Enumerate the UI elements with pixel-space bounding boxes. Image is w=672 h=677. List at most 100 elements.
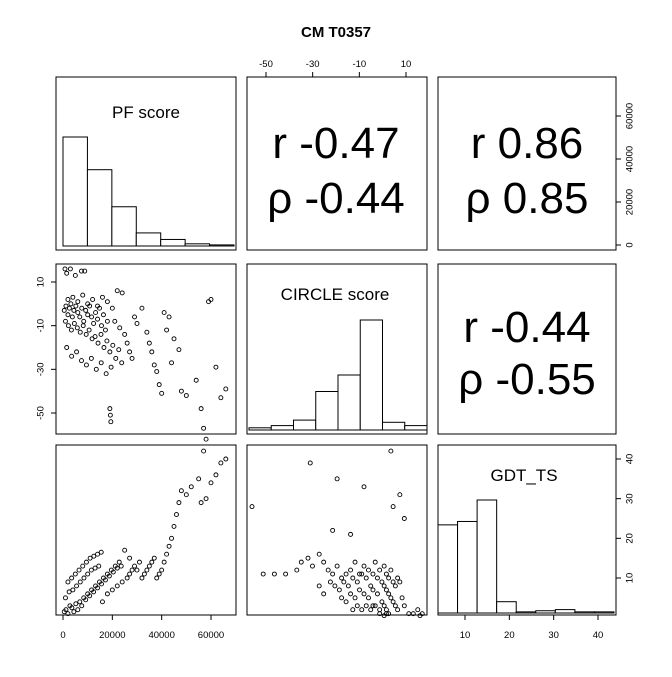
scatter-point-pf-circle <box>218 395 224 401</box>
scatter-point-pf-circle <box>169 360 174 366</box>
scatter-point-pf-circle <box>83 307 89 313</box>
scatter-point-pf-circle <box>74 349 80 355</box>
scatter-point-pf-circle <box>65 312 71 318</box>
scatter-point-pf-gdt <box>83 559 89 565</box>
scatter-point-pf-gdt <box>114 565 120 571</box>
scatter-point-circle-gdt <box>379 579 385 585</box>
tick-label-right-gdt: 20 <box>625 533 636 544</box>
scatter-point-pf-circle <box>61 307 67 313</box>
scatter-point-pf-circle <box>201 425 207 431</box>
scatter-point-pf-gdt <box>198 500 204 506</box>
correlation-r-circle-gdt: r -0.44 <box>463 303 590 352</box>
scatter-point-pf-circle <box>113 355 119 361</box>
scatter-point-pf-circle <box>71 321 77 326</box>
scatter-point-pf-gdt <box>127 555 133 561</box>
scatter-point-pf-circle <box>63 318 68 324</box>
scatter-point-circle-gdt <box>366 595 371 601</box>
scatter-point-pf-circle <box>75 310 81 316</box>
chart-title: CM T0357 <box>301 24 371 41</box>
scatter-point-pf-gdt <box>87 555 93 561</box>
scatter-point-pf-circle <box>95 303 100 309</box>
scatter-point-pf-circle <box>139 305 145 311</box>
scatter-point-pf-circle <box>107 412 113 418</box>
scatter-point-pf-gdt <box>139 575 145 581</box>
scatter-point-pf-circle <box>107 349 113 355</box>
scatter-point-pf-circle <box>67 266 73 272</box>
scatter-point-pf-gdt <box>102 577 108 583</box>
scatter-point-pf-gdt <box>124 575 130 581</box>
scatter-point-circle-gdt <box>397 492 403 498</box>
scatter-point-circle-gdt <box>339 595 345 601</box>
tick-label-bottom-gdt: 30 <box>548 630 559 641</box>
tick-label-right-pf: 40000 <box>625 146 636 172</box>
scatter-point-pf-circle <box>159 390 165 396</box>
scatter-point-pf-circle <box>132 314 137 320</box>
scatter-point-pf-circle <box>119 290 125 296</box>
histogram-bar-gdt <box>457 520 478 614</box>
scatter-point-circle-gdt <box>363 575 369 581</box>
scatter-point-pf-circle <box>101 345 107 350</box>
scatter-point-pf-circle <box>91 321 97 326</box>
histogram-bar-gdt <box>496 601 517 614</box>
scatter-point-pf-gdt <box>77 579 83 585</box>
scatter-point-pf-circle <box>95 316 100 322</box>
tick-label-left-circle: -50 <box>36 406 47 420</box>
scatter-point-circle-gdt <box>330 571 336 577</box>
tick-label-top-circle: 10 <box>401 59 412 70</box>
scatter-point-circle-gdt <box>401 516 407 521</box>
scatter-point-pf-circle <box>89 314 95 320</box>
scatter-point-circle-gdt <box>298 559 304 565</box>
scatter-point-circle-gdt <box>381 563 387 569</box>
scatter-point-circle-gdt <box>361 563 367 569</box>
tick-label-left-circle: -30 <box>36 362 47 376</box>
scatter-point-circle-gdt <box>339 575 345 581</box>
scatter-point-pf-gdt <box>164 551 170 557</box>
scatter-point-pf-gdt <box>72 571 78 577</box>
scatter-point-pf-circle <box>64 345 70 350</box>
panel-frame-3-2 <box>246 444 428 616</box>
scatter-point-pf-circle <box>93 310 99 316</box>
scatter-point-pf-gdt <box>63 595 68 601</box>
scatter-point-pf-circle <box>144 329 150 335</box>
scatter-point-circle-gdt <box>249 504 255 510</box>
histogram-bar-pf <box>160 238 186 247</box>
scatter-point-pf-gdt <box>80 563 86 569</box>
scatter-point-circle-gdt <box>377 611 383 617</box>
tick-label-left-circle: -10 <box>36 319 47 333</box>
scatter-point-pf-circle <box>69 314 75 320</box>
scatter-point-pf-circle <box>114 288 120 294</box>
scatter-point-pf-circle <box>176 347 182 353</box>
scatter-point-pf-gdt <box>69 575 75 581</box>
scatter-point-circle-gdt <box>377 567 383 573</box>
tick-label-right-gdt: 10 <box>625 573 636 584</box>
scatter-point-pf-gdt <box>183 492 189 498</box>
scatter-point-pf-gdt <box>201 448 207 454</box>
tick-label-bottom-gdt: 40 <box>593 630 604 641</box>
scatter-point-pf-circle <box>171 336 177 342</box>
scatter-point-pf-circle <box>79 305 85 311</box>
scatter-point-circle-gdt <box>325 567 331 573</box>
variable-label-pf-score: PF score <box>112 103 180 122</box>
panel-frame-2-3 <box>437 263 617 435</box>
scatter-point-pf-gdt <box>223 456 229 462</box>
scatter-point-pf-circle <box>72 273 78 278</box>
scatter-point-pf-circle <box>183 393 189 398</box>
scatter-point-pf-circle <box>65 323 71 329</box>
histogram-bar-pf <box>62 136 88 247</box>
scatter-point-pf-circle <box>102 327 108 333</box>
tick-label-top-circle: -30 <box>306 59 320 70</box>
histogram-bar-gdt <box>574 611 595 614</box>
scatter-point-pf-circle <box>85 301 91 307</box>
scatter-point-pf-gdt <box>96 563 102 569</box>
scatter-point-circle-gdt <box>354 603 360 609</box>
scatter-point-circle-gdt <box>336 587 342 593</box>
scatter-point-circle-gdt <box>383 607 389 613</box>
scatter-point-pf-circle <box>156 382 162 388</box>
scatter-point-circle-gdt <box>386 611 392 617</box>
scatter-point-circle-gdt <box>294 567 300 573</box>
scatter-point-pf-circle <box>124 340 130 346</box>
scatter-point-pf-circle <box>149 349 155 355</box>
scatter-point-circle-gdt <box>397 579 403 585</box>
scatter-point-pf-gdt <box>79 603 85 609</box>
